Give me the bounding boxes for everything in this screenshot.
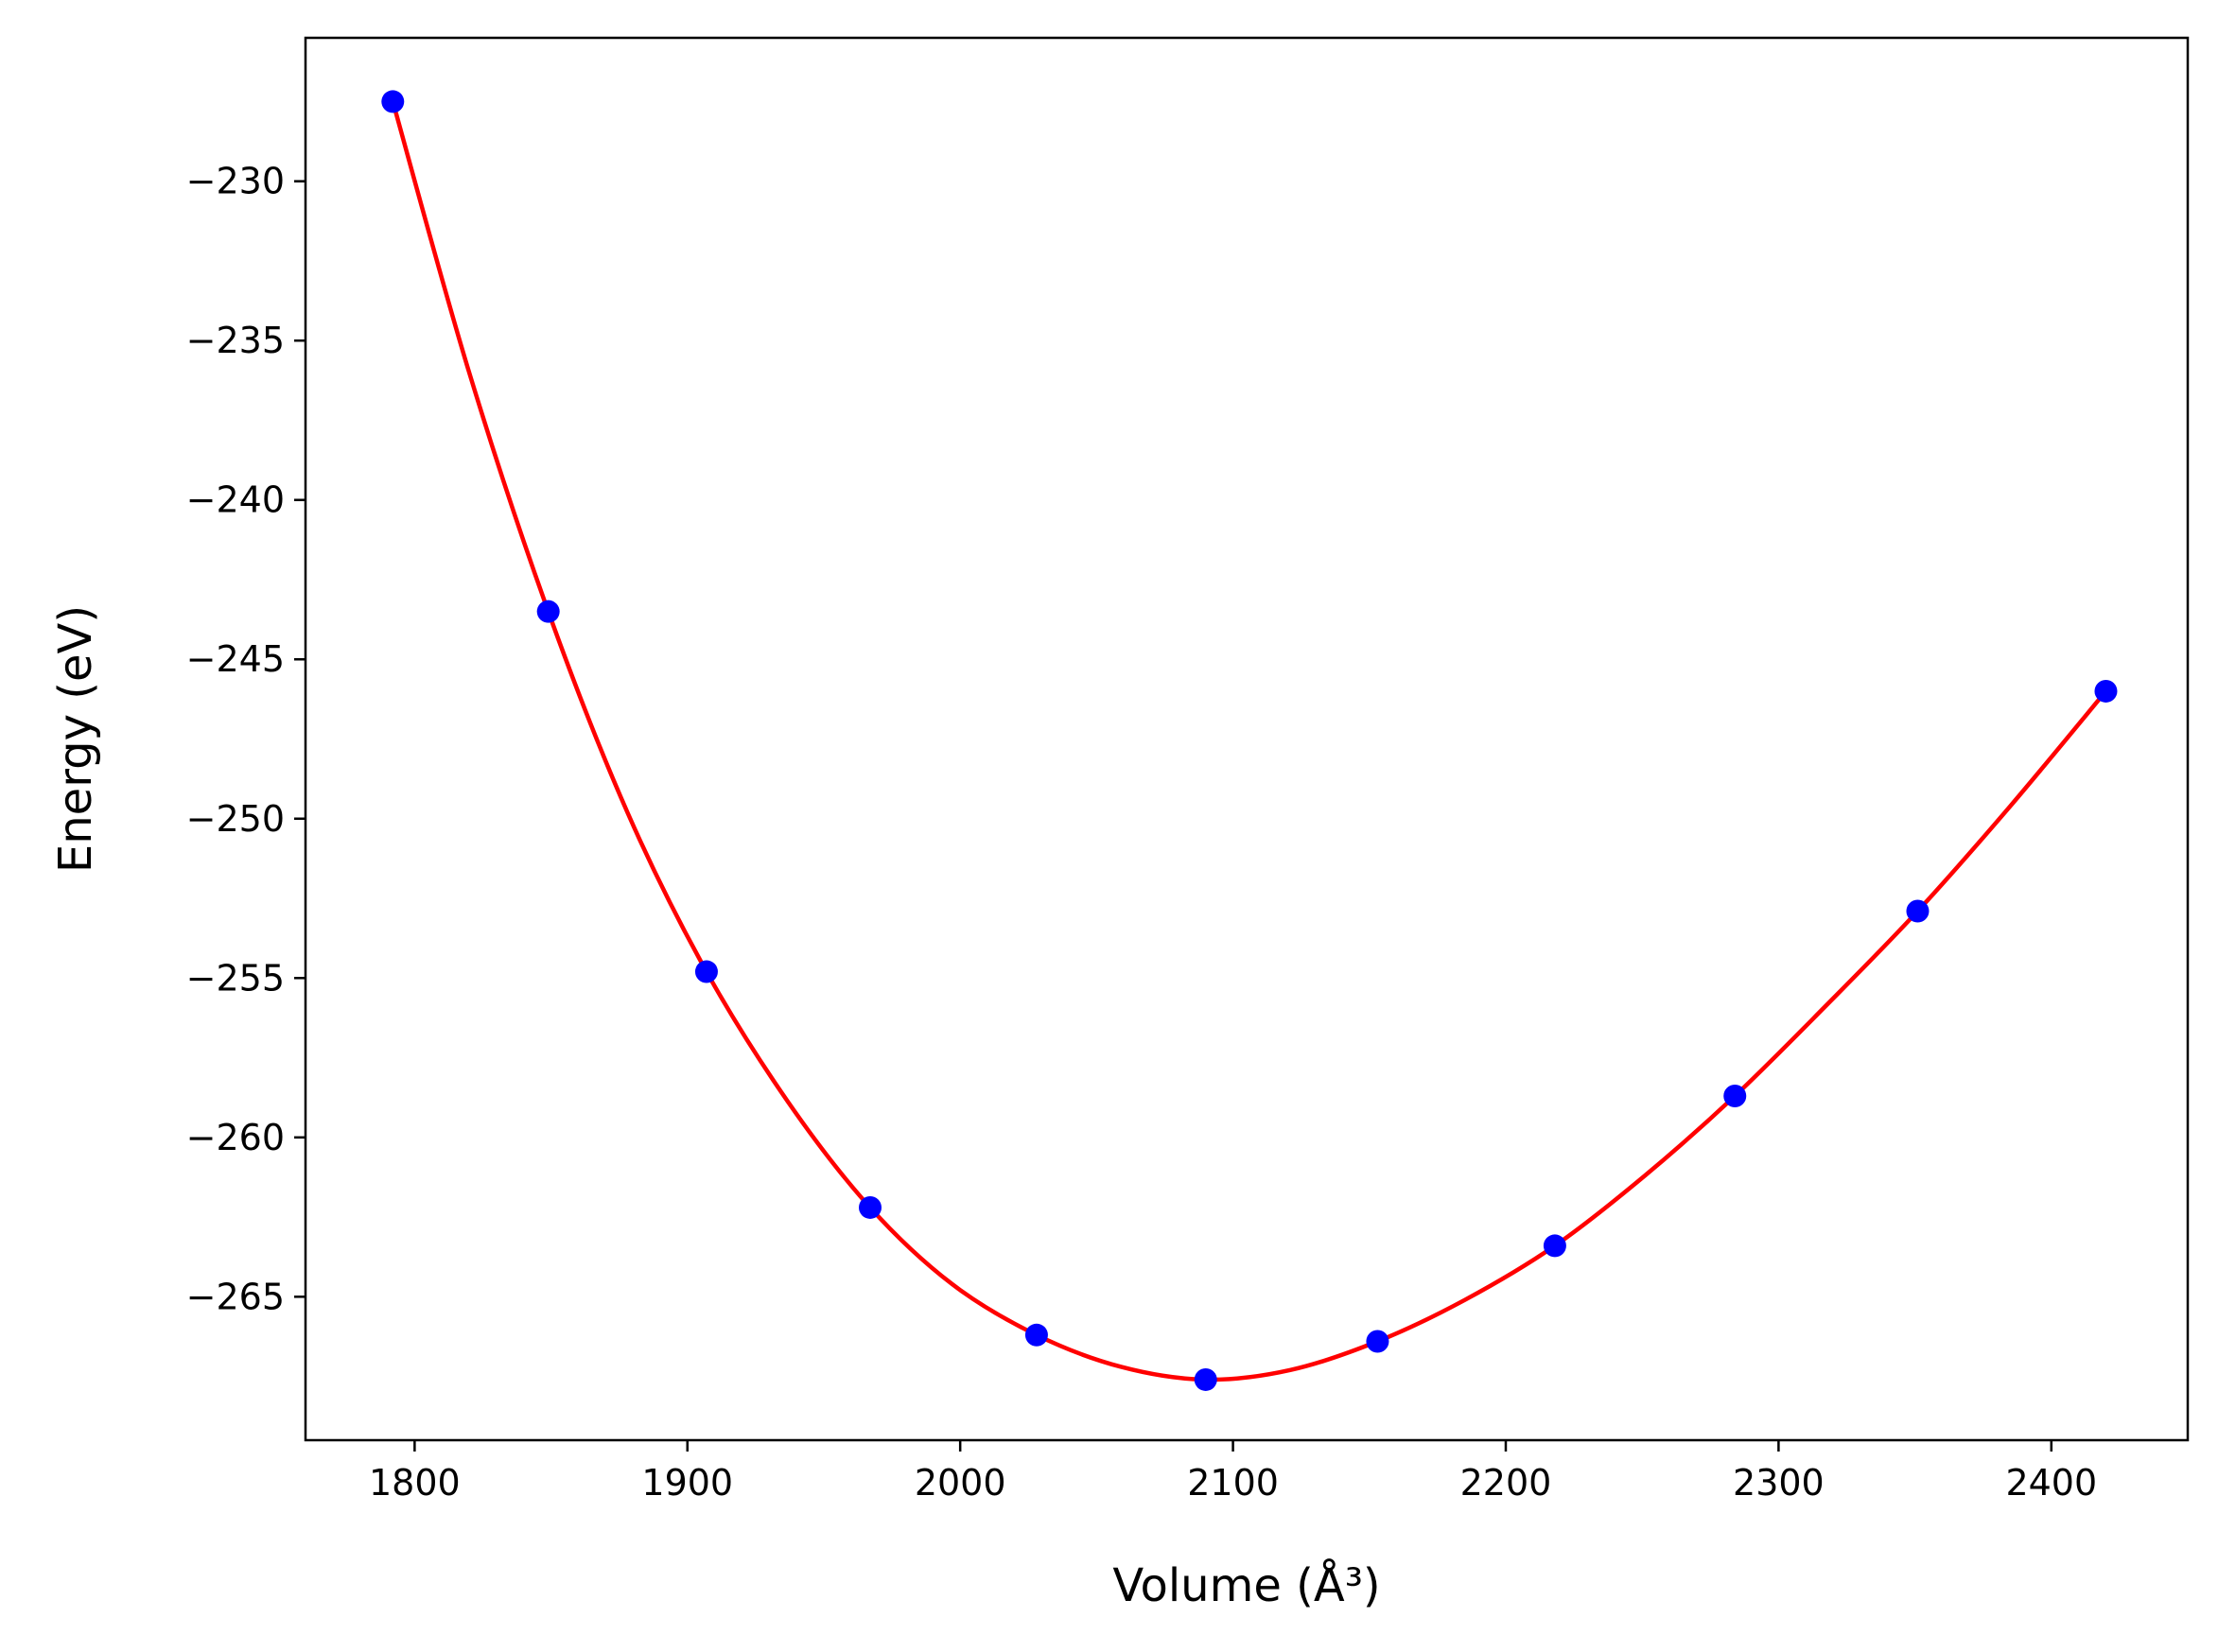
fit-curve [391,100,2108,1382]
data-point [859,1195,882,1219]
y-tick-label: −265 [186,1276,285,1317]
x-tick-label: 1800 [369,1462,461,1504]
x-tick-label: 2000 [915,1462,1006,1504]
y-tick-label: −245 [186,638,285,680]
data-point [1194,1367,1217,1391]
fit-line-layer [391,100,2108,1382]
y-tick-label: −255 [186,957,285,999]
data-point [1543,1234,1566,1258]
data-points-layer [381,90,2118,1391]
x-tick-label: 2300 [1733,1462,1825,1504]
y-tick-label: −235 [186,320,285,361]
y-tick-label: −230 [186,161,285,202]
data-point [1366,1330,1389,1353]
x-axis-title: Volume (Å³) [1112,1558,1380,1612]
data-point [381,90,405,113]
data-point [1024,1323,1048,1347]
plot-frame [304,36,2190,1442]
y-axis-title: Energy (eV) [49,605,102,873]
y-tick-label: −240 [186,479,285,521]
x-tick-label: 1900 [641,1462,733,1504]
data-point [536,600,560,623]
y-tick-label: −260 [186,1117,285,1158]
data-point [1723,1084,1747,1107]
x-axis-ticks: 1800 1900 2000 2100 2200 2300 2400 [369,1440,2097,1504]
y-axis-ticks: −230 −235 −240 −245 −250 −255 −260 −265 [186,161,306,1317]
x-tick-label: 2200 [1460,1462,1552,1504]
data-point [2094,679,2118,703]
data-point [694,960,718,983]
x-tick-label: 2400 [2005,1462,2097,1504]
data-point [1906,899,1930,923]
y-tick-label: −250 [186,798,285,840]
x-tick-label: 2100 [1187,1462,1279,1504]
